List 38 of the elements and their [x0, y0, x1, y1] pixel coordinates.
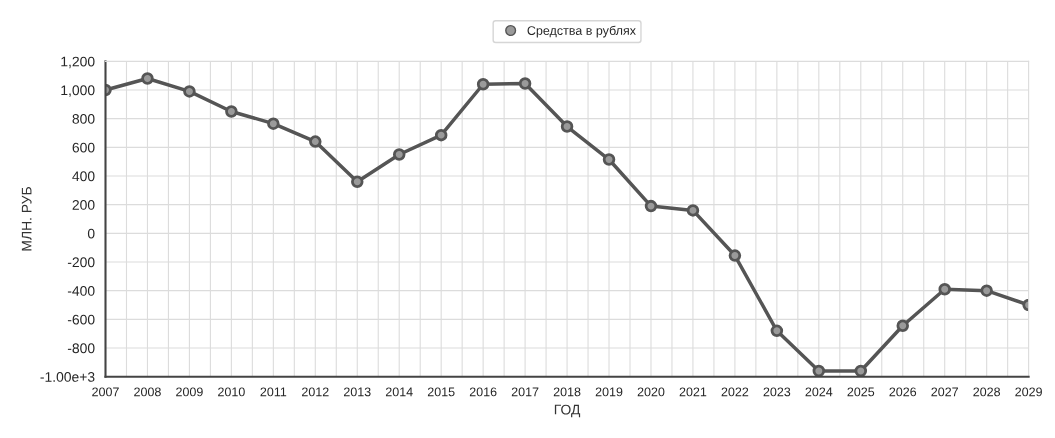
y-tick-label: 400: [72, 171, 95, 182]
y-tick-label: -400: [67, 286, 95, 296]
y-tick-label: -800: [67, 343, 95, 354]
x-tick-label: 2015: [427, 387, 455, 397]
x-tick-label: 2009: [176, 387, 203, 397]
x-tick-label: 2012: [302, 387, 329, 397]
x-tick-label: 2011: [260, 387, 287, 397]
x-tick-label: 2027: [931, 387, 958, 397]
x-tick-label: 2014: [385, 387, 413, 397]
y-tick-label: 800: [72, 113, 95, 124]
y-tick-label: -1.00e+3: [40, 372, 95, 382]
y-tick-label: -600: [67, 314, 95, 325]
y-tick-label: 0: [87, 228, 95, 239]
x-tick-label: 2020: [637, 387, 665, 397]
x-tick-label: 2022: [721, 387, 749, 397]
y-tick-label: -200: [67, 257, 95, 268]
x-tick-label: 2029: [1015, 387, 1042, 397]
x-tick-label: 2017: [511, 387, 539, 397]
x-tick-label: 2026: [889, 387, 917, 397]
x-axis-title: ГОД: [554, 404, 581, 418]
x-tick-label: 2023: [763, 387, 791, 397]
y-tick-label: 1,200: [61, 56, 95, 69]
x-tick-label: 2028: [973, 387, 1001, 397]
x-tick-label: 2010: [218, 387, 245, 397]
legend-label: Средства в рублях: [527, 25, 636, 38]
x-tick-label: 2021: [679, 387, 707, 397]
y-tick-label: 200: [72, 200, 95, 210]
x-tick-label: 2008: [134, 387, 161, 397]
y-tick-label: 1,000: [61, 85, 95, 97]
x-tick-label: 2018: [553, 387, 581, 397]
x-tick-label: 2025: [847, 387, 875, 397]
x-tick-label: 2024: [805, 387, 833, 397]
x-tick-label: 2007: [92, 387, 119, 397]
x-tick-label: 2016: [469, 387, 497, 397]
x-tick-label: 2019: [595, 387, 623, 397]
y-axis-title: МЛН. РУБ: [21, 187, 32, 251]
x-tick-label: 2013: [343, 387, 371, 397]
y-tick-label: 600: [72, 142, 95, 153]
